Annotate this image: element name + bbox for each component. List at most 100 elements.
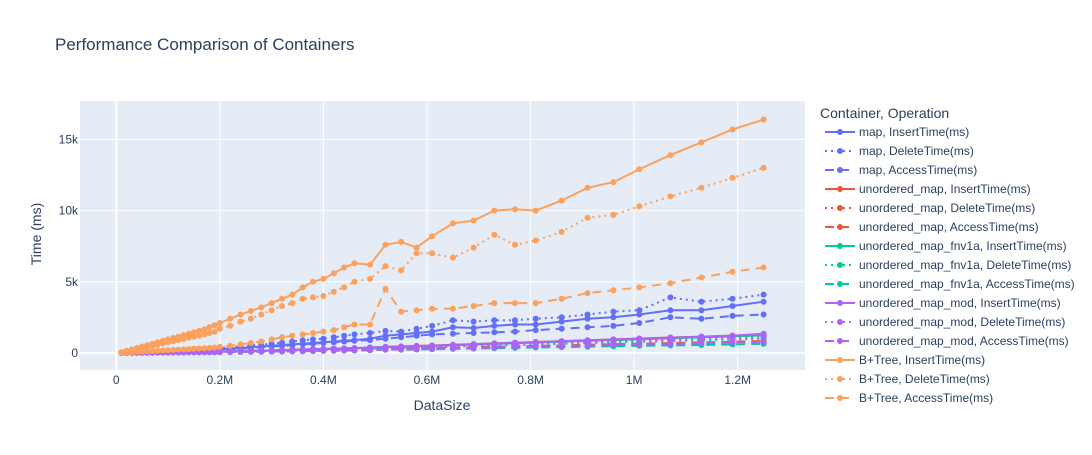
legend-item[interactable]: unordered_map, AccessTime(ms) — [825, 220, 1039, 234]
data-point — [170, 346, 177, 353]
data-point — [760, 334, 767, 341]
data-point — [698, 184, 705, 191]
data-point — [584, 214, 591, 221]
data-point — [729, 335, 736, 342]
data-point — [532, 237, 539, 244]
data-point — [268, 300, 275, 307]
data-point — [330, 347, 337, 354]
legend-label: unordered_map_fnv1a, InsertTime(ms) — [859, 239, 1067, 253]
data-point — [729, 126, 736, 133]
legend-marker — [837, 148, 843, 154]
data-point — [558, 325, 565, 332]
data-point — [558, 318, 565, 325]
legend-item[interactable]: unordered_map_fnv1a, AccessTime(ms) — [825, 277, 1075, 291]
data-point — [413, 244, 420, 251]
data-point — [201, 345, 208, 352]
legend-item[interactable]: map, AccessTime(ms) — [825, 163, 977, 177]
legend-item[interactable]: unordered_map_mod, DeleteTime(ms) — [825, 315, 1065, 329]
data-point — [351, 347, 358, 354]
legend-item[interactable]: unordered_map, InsertTime(ms) — [825, 182, 1031, 196]
legend-item[interactable]: map, InsertTime(ms) — [825, 125, 969, 139]
legend-item[interactable]: unordered_map_mod, InsertTime(ms) — [825, 296, 1061, 310]
data-point — [206, 330, 213, 336]
data-point — [247, 348, 254, 355]
data-point — [636, 311, 643, 318]
data-point — [667, 307, 674, 314]
data-point — [330, 334, 337, 341]
data-point — [610, 179, 617, 186]
data-point — [698, 315, 705, 322]
data-point — [201, 326, 208, 333]
legend-item[interactable]: B+Tree, DeleteTime(ms) — [825, 372, 990, 386]
chart-title: Performance Comparison of Containers — [55, 35, 355, 54]
legend-item[interactable]: B+Tree, InsertTime(ms) — [825, 353, 985, 367]
data-point — [610, 342, 617, 349]
data-point — [429, 305, 436, 312]
data-point — [636, 341, 643, 348]
data-point — [299, 341, 306, 348]
data-point — [268, 307, 275, 314]
data-point — [227, 342, 234, 349]
data-point — [310, 340, 316, 347]
data-point — [310, 330, 316, 336]
data-point — [310, 347, 316, 354]
data-point — [398, 328, 405, 335]
data-point — [667, 152, 674, 159]
data-point — [310, 336, 316, 343]
data-point — [532, 300, 539, 307]
data-point — [367, 337, 373, 344]
data-point — [667, 294, 674, 301]
data-point — [449, 305, 456, 312]
data-point — [584, 324, 591, 331]
data-point — [190, 329, 197, 336]
data-point — [413, 332, 420, 339]
legend-label: B+Tree, AccessTime(ms) — [859, 391, 993, 405]
data-point — [123, 349, 130, 356]
legend-item[interactable]: unordered_map_fnv1a, DeleteTime(ms) — [825, 258, 1071, 272]
data-point — [196, 345, 203, 352]
data-point — [289, 332, 296, 339]
data-point — [667, 280, 674, 287]
legend-title: Container, Operation — [820, 105, 949, 121]
data-point — [185, 330, 192, 337]
legend-item[interactable]: unordered_map, DeleteTime(ms) — [825, 201, 1035, 215]
data-point — [491, 207, 498, 214]
legend-marker — [837, 376, 843, 382]
data-point — [636, 203, 643, 210]
legend-label: map, AccessTime(ms) — [859, 163, 977, 177]
x-tick-label: 0.6M — [414, 373, 441, 387]
data-point — [196, 327, 203, 334]
plot-area — [80, 101, 805, 370]
data-point — [201, 331, 208, 338]
data-point — [180, 336, 187, 342]
data-point — [320, 347, 327, 354]
legend-item[interactable]: unordered_map_fnv1a, InsertTime(ms) — [825, 239, 1067, 253]
data-point — [154, 341, 161, 348]
data-point — [382, 241, 389, 248]
data-point — [367, 261, 373, 268]
data-point — [382, 346, 389, 353]
x-axis-ticks: 0 0.2M 0.4M 0.6M 0.8M 1M 1.2M — [113, 373, 751, 387]
data-point — [170, 338, 177, 345]
legend-item[interactable]: map, DeleteTime(ms) — [825, 144, 974, 158]
legend-item[interactable]: B+Tree, AccessTime(ms) — [825, 391, 993, 405]
legend-marker — [837, 224, 843, 230]
legend-marker — [837, 129, 843, 135]
data-point — [667, 314, 674, 321]
data-point — [134, 348, 140, 355]
data-point — [760, 164, 767, 171]
data-point — [268, 348, 275, 355]
data-point — [279, 295, 285, 302]
data-point — [320, 335, 327, 342]
data-point — [760, 291, 767, 298]
y-tick-label: 10k — [59, 204, 79, 218]
data-point — [698, 298, 705, 305]
data-point — [532, 207, 539, 214]
data-point — [532, 327, 539, 334]
data-point — [610, 314, 617, 321]
data-point — [429, 233, 436, 240]
data-point — [206, 349, 213, 356]
legend-item[interactable]: unordered_map_mod, AccessTime(ms) — [825, 334, 1069, 348]
data-point — [558, 314, 565, 321]
data-point — [413, 307, 420, 314]
